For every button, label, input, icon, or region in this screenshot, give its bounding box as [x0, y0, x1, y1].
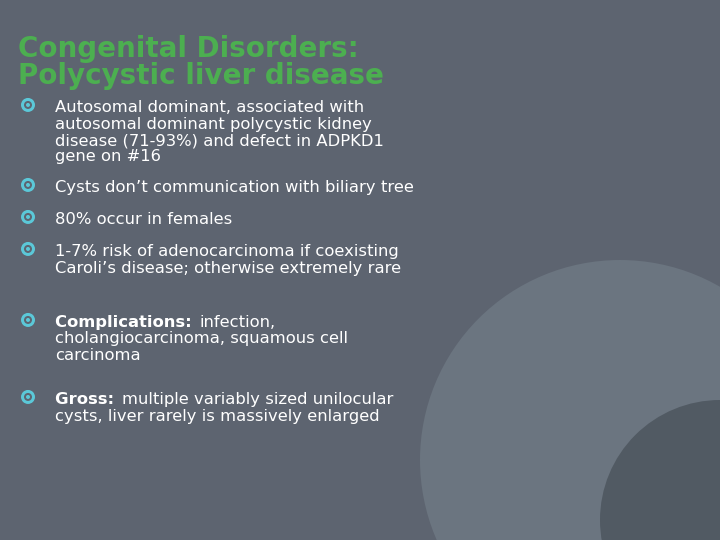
Circle shape — [26, 215, 30, 219]
Text: Complications:: Complications: — [55, 315, 197, 330]
Circle shape — [26, 247, 30, 251]
Circle shape — [24, 101, 32, 109]
Text: Gross:: Gross: — [55, 392, 120, 407]
Circle shape — [21, 313, 35, 327]
Text: disease (71-93%) and defect in ADPKD1: disease (71-93%) and defect in ADPKD1 — [55, 133, 384, 148]
Circle shape — [24, 181, 32, 189]
Text: 1-7% risk of adenocarcinoma if coexisting: 1-7% risk of adenocarcinoma if coexistin… — [55, 244, 399, 259]
Circle shape — [26, 103, 30, 107]
Text: Polycystic liver disease: Polycystic liver disease — [18, 62, 384, 90]
Circle shape — [24, 213, 32, 221]
Circle shape — [24, 316, 32, 324]
Circle shape — [600, 400, 720, 540]
Circle shape — [26, 183, 30, 187]
Circle shape — [24, 245, 32, 253]
Text: cysts, liver rarely is massively enlarged: cysts, liver rarely is massively enlarge… — [55, 408, 379, 423]
Text: 80% occur in females: 80% occur in females — [55, 212, 233, 227]
Circle shape — [26, 318, 30, 322]
Text: infection,: infection, — [199, 315, 276, 330]
Circle shape — [21, 178, 35, 192]
Text: Congenital Disorders:: Congenital Disorders: — [18, 35, 359, 63]
Text: gene on #16: gene on #16 — [55, 150, 161, 165]
Circle shape — [24, 393, 32, 401]
Text: Caroli’s disease; otherwise extremely rare: Caroli’s disease; otherwise extremely ra… — [55, 260, 401, 275]
Text: Cysts don’t communication with biliary tree: Cysts don’t communication with biliary t… — [55, 180, 414, 195]
Circle shape — [21, 98, 35, 112]
Circle shape — [21, 390, 35, 404]
Text: cholangiocarcinoma, squamous cell: cholangiocarcinoma, squamous cell — [55, 332, 348, 347]
Circle shape — [21, 210, 35, 224]
Text: autosomal dominant polycystic kidney: autosomal dominant polycystic kidney — [55, 117, 372, 132]
Text: Autosomal dominant, associated with: Autosomal dominant, associated with — [55, 100, 364, 115]
Text: carcinoma: carcinoma — [55, 348, 140, 363]
Text: multiple variably sized unilocular: multiple variably sized unilocular — [122, 392, 393, 407]
Circle shape — [21, 242, 35, 256]
Circle shape — [420, 260, 720, 540]
Circle shape — [26, 395, 30, 399]
